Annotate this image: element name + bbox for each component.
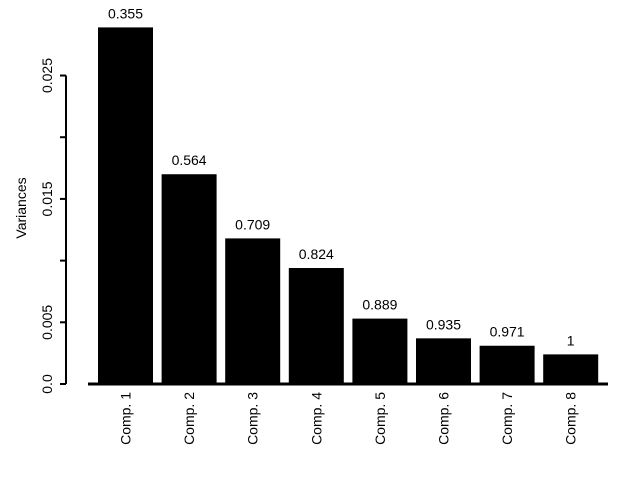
x-tick-label: Comp. 6 — [436, 392, 452, 445]
y-axis-label: Variances — [13, 177, 29, 238]
cumulative-label: 0.935 — [426, 316, 461, 332]
y-tick-label: 0.0 — [39, 374, 55, 394]
bar — [161, 174, 217, 384]
x-tick-label: Comp. 4 — [308, 392, 324, 445]
bar — [288, 268, 344, 384]
cumulative-label: 0.889 — [362, 297, 397, 313]
bar — [98, 27, 153, 385]
cumulative-label: 1 — [567, 332, 575, 348]
x-tick-label: Comp. 5 — [372, 392, 388, 445]
cumulative-label: 0.824 — [299, 246, 334, 262]
bar — [416, 338, 471, 384]
cumulative-label: 0.564 — [172, 152, 207, 168]
cumulative-label: 0.355 — [108, 5, 143, 21]
x-tick-label: Comp. 1 — [118, 392, 134, 445]
cumulative-label: 0.971 — [490, 324, 525, 340]
x-tick-label: Comp. 7 — [499, 392, 515, 445]
y-tick-label: 0.005 — [39, 305, 55, 340]
y-tick-label: 0.025 — [39, 58, 55, 93]
bar — [225, 238, 281, 384]
cumulative-label: 0.709 — [235, 216, 270, 232]
x-tick-label: Comp. 2 — [181, 392, 197, 445]
bar — [352, 318, 408, 384]
x-tick-label: Comp. 3 — [245, 392, 261, 445]
y-tick-label: 0.015 — [39, 181, 55, 216]
bar — [479, 345, 535, 384]
bar — [543, 354, 599, 384]
x-tick-label: Comp. 8 — [563, 392, 579, 445]
